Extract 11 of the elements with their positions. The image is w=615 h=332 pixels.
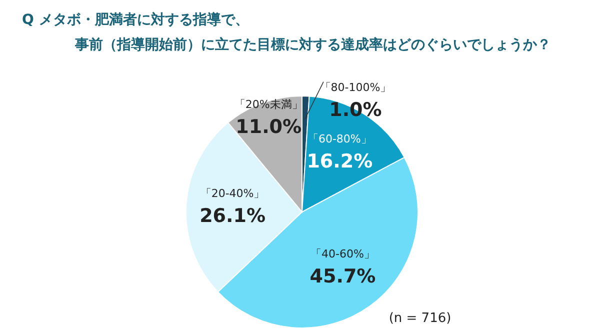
slice-label: 「60-80%」: [307, 132, 372, 146]
data-label: 11.0%: [236, 116, 302, 138]
data-label: 26.1%: [200, 204, 266, 227]
slice-label: 「20%未満」: [234, 98, 303, 112]
data-label: 45.7%: [310, 265, 376, 288]
slice-label: 「80-100%」: [320, 80, 392, 94]
slice-label: 「20-40%」: [200, 186, 265, 200]
text: (n = 716): [388, 311, 452, 326]
slice-label: 「40-60%」: [310, 247, 375, 260]
chart-title: Q メタボ・肥満者に対する指導で、事前（指導開始前）に立てた目標に対する達成率はどのぐらいでしょうか？: [22, 11, 551, 53]
data-label: 16.2%: [306, 150, 373, 172]
